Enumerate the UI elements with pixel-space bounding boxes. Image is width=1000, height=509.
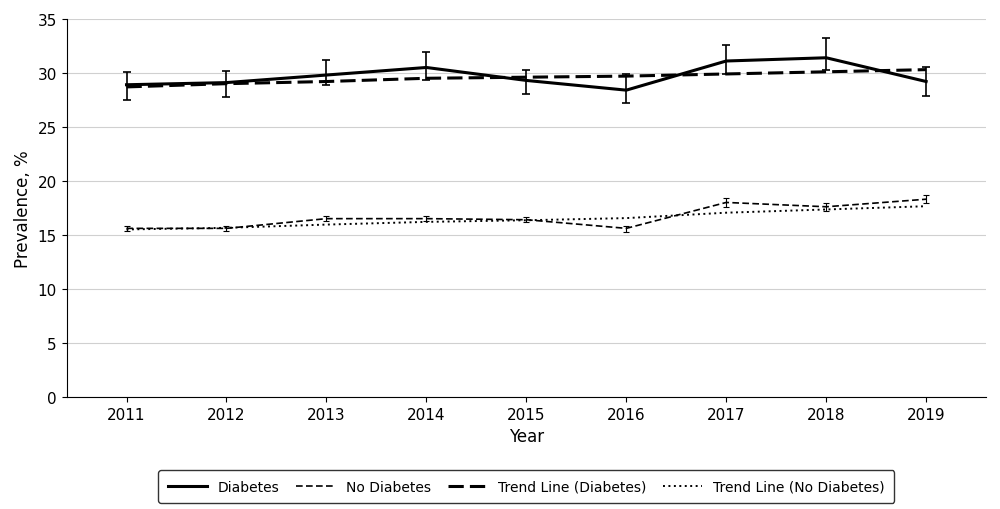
Trend Line (Diabetes) xyxy=(420,76,432,82)
Trend Line (No Diabetes) xyxy=(520,218,532,224)
X-axis label: Year: Year xyxy=(509,427,544,445)
No Diabetes xyxy=(121,226,133,232)
Trend Line (Diabetes) xyxy=(920,68,932,74)
Legend: Diabetes, No Diabetes, Trend Line (Diabetes), Trend Line (No Diabetes): Diabetes, No Diabetes, Trend Line (Diabe… xyxy=(158,470,894,503)
No Diabetes xyxy=(520,217,532,223)
Trend Line (Diabetes) xyxy=(121,84,133,91)
No Diabetes xyxy=(920,197,932,203)
Trend Line (No Diabetes) xyxy=(220,225,232,232)
Trend Line (Diabetes) xyxy=(820,70,832,76)
Trend Line (No Diabetes) xyxy=(820,207,832,213)
No Diabetes xyxy=(820,204,832,210)
No Diabetes xyxy=(420,216,432,222)
No Diabetes xyxy=(620,226,632,232)
Trend Line (No Diabetes) xyxy=(121,227,133,233)
Trend Line (Diabetes) xyxy=(620,74,632,80)
Trend Line (No Diabetes) xyxy=(920,204,932,210)
Trend Line (Diabetes) xyxy=(720,72,732,78)
Y-axis label: Prevalence, %: Prevalence, % xyxy=(14,150,32,267)
Line: Trend Line (No Diabetes): Trend Line (No Diabetes) xyxy=(127,207,926,230)
Trend Line (No Diabetes) xyxy=(320,222,332,228)
Trend Line (No Diabetes) xyxy=(720,210,732,216)
Trend Line (No Diabetes) xyxy=(420,219,432,225)
Trend Line (Diabetes) xyxy=(320,79,332,86)
Trend Line (Diabetes) xyxy=(220,81,232,88)
Line: Trend Line (Diabetes): Trend Line (Diabetes) xyxy=(127,71,926,88)
Line: No Diabetes: No Diabetes xyxy=(127,200,926,229)
No Diabetes xyxy=(720,200,732,206)
Trend Line (Diabetes) xyxy=(520,75,532,81)
Trend Line (No Diabetes) xyxy=(620,216,632,222)
No Diabetes xyxy=(320,216,332,222)
No Diabetes xyxy=(220,226,232,232)
